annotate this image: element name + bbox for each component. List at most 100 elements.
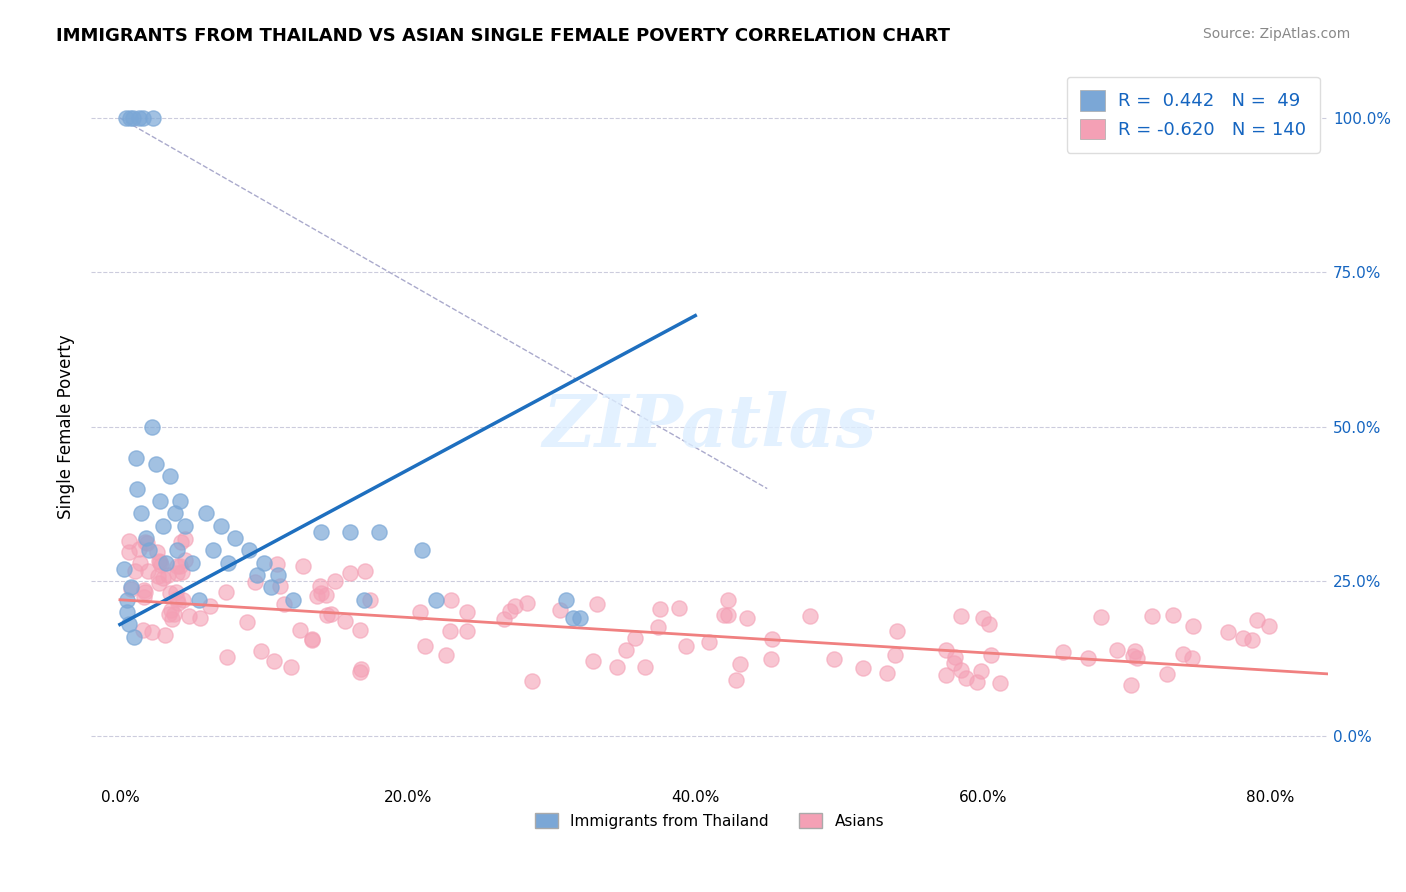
Point [253,556,276,570]
Point [174,532,197,546]
Point [1218,625,1240,640]
Point [623,632,645,646]
Point [159,586,181,600]
Point [166,592,188,607]
Point [321,607,343,621]
Point [215,649,238,664]
Point [124,565,146,579]
Point [156,567,179,582]
Point [281,592,304,607]
Point [177,609,200,624]
Point [411,543,433,558]
Point [136,536,159,550]
Point [582,654,605,668]
Point [243,574,266,589]
Point [440,593,463,607]
Point [349,665,371,679]
Point [413,639,436,653]
Point [134,585,156,599]
Point [217,556,239,570]
Point [169,558,191,573]
Point [1122,649,1144,664]
Point [238,543,260,558]
Point [202,543,225,558]
Point [886,624,908,639]
Point [155,556,177,570]
Point [160,612,183,626]
Text: ZIPatlas: ZIPatlas [543,392,877,462]
Point [353,592,375,607]
Point [132,111,155,125]
Point [761,632,783,647]
Point [266,558,288,572]
Point [214,585,236,599]
Point [118,534,141,549]
Point [118,111,141,125]
Point [456,605,478,619]
Point [950,663,973,677]
Point [1077,651,1099,665]
Point [142,111,165,125]
Point [503,599,526,613]
Point [166,558,188,573]
Point [269,579,291,593]
Point [970,664,993,678]
Point [280,660,302,674]
Point [1142,609,1164,624]
Point [131,623,153,637]
Point [180,556,202,570]
Point [121,582,143,596]
Point [333,614,356,628]
Text: IMMIGRANTS FROM THAILAND VS ASIAN SINGLE FEMALE POVERTY CORRELATION CHART: IMMIGRANTS FROM THAILAND VS ASIAN SINGLE… [56,27,950,45]
Point [1257,619,1279,633]
Point [883,648,905,662]
Point [434,648,457,662]
Point [188,592,211,607]
Point [728,657,751,672]
Point [134,535,156,549]
Point [1156,666,1178,681]
Text: Source: ZipAtlas.com: Source: ZipAtlas.com [1202,27,1350,41]
Point [1123,644,1146,658]
Point [697,635,720,649]
Point [955,671,977,685]
Point [1163,608,1185,623]
Point [115,605,138,619]
Point [717,607,740,622]
Point [1105,643,1128,657]
Point [112,562,135,576]
Point [249,644,271,658]
Point [138,564,160,578]
Point [315,588,337,602]
Point [350,662,373,676]
Point [316,607,339,622]
Point [301,632,323,647]
Point [114,111,136,125]
Point [1171,647,1194,661]
Point [152,571,174,585]
Point [339,566,361,580]
Point [852,661,875,675]
Point [367,524,389,539]
Point [121,111,143,125]
Point [349,623,371,637]
Point [988,676,1011,690]
Point [980,648,1002,662]
Point [273,597,295,611]
Point [141,419,163,434]
Point [124,630,146,644]
Point [128,556,150,570]
Point [195,506,218,520]
Point [943,649,966,664]
Point [135,531,157,545]
Point [1232,631,1254,645]
Point [548,603,571,617]
Point [263,654,285,668]
Point [145,457,167,471]
Point [1090,609,1112,624]
Point [128,541,150,556]
Point [165,584,187,599]
Point [634,660,657,674]
Point [188,611,211,625]
Point [118,545,141,559]
